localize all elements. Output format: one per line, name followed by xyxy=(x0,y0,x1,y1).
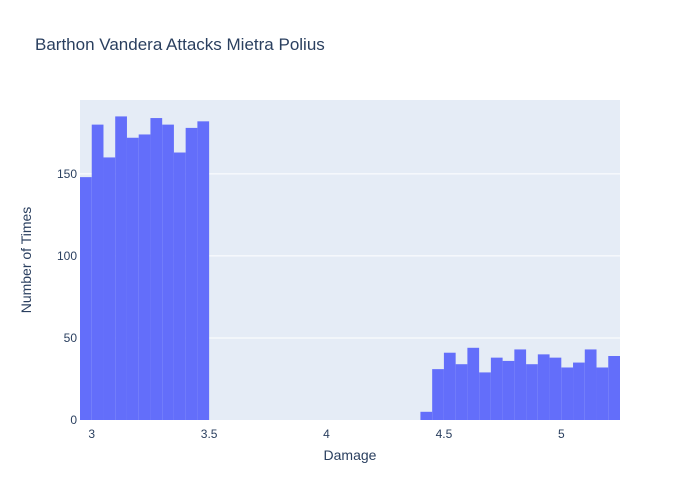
x-tick-label: 3.5 xyxy=(201,427,218,441)
x-tick-label: 4.5 xyxy=(436,427,453,441)
histogram-bar[interactable] xyxy=(490,357,503,420)
bars xyxy=(80,116,620,421)
x-tick-label: 5 xyxy=(558,427,565,441)
histogram-bar[interactable] xyxy=(573,362,585,420)
x-tick-label: 3 xyxy=(88,427,95,441)
histogram-bar[interactable] xyxy=(455,364,468,420)
histogram-bar[interactable] xyxy=(150,118,163,421)
histogram-bar[interactable] xyxy=(467,347,480,420)
y-axis-ticks: 0 50 100 150 xyxy=(57,167,77,427)
y-axis-title: Number of Times xyxy=(18,207,34,314)
histogram-bar[interactable] xyxy=(126,137,139,420)
x-axis-ticks: 3 3.5 4 4.5 5 xyxy=(88,427,565,441)
histogram-bar[interactable] xyxy=(432,369,444,420)
x-axis-title: Damage xyxy=(324,447,377,463)
y-tick-label: 100 xyxy=(57,249,77,263)
histogram-bar[interactable] xyxy=(173,152,186,420)
histogram-bar[interactable] xyxy=(80,177,92,420)
histogram-bar[interactable] xyxy=(162,124,174,420)
histogram-bar[interactable] xyxy=(91,124,104,420)
histogram-bar[interactable] xyxy=(420,411,433,420)
histogram-bar[interactable] xyxy=(608,356,620,420)
histogram-bar[interactable] xyxy=(185,127,198,421)
histogram-bar[interactable] xyxy=(138,134,151,420)
x-tick-label: 4 xyxy=(323,427,330,441)
chart-title: Barthon Vandera Attacks Mietra Polius xyxy=(35,35,325,54)
histogram-bar[interactable] xyxy=(197,121,210,420)
histogram-bar[interactable] xyxy=(561,367,574,420)
histogram-bar[interactable] xyxy=(115,116,127,421)
histogram-bar[interactable] xyxy=(514,349,527,420)
y-tick-label: 50 xyxy=(64,331,78,345)
histogram-bar[interactable] xyxy=(596,367,609,420)
histogram-bar[interactable] xyxy=(526,364,538,420)
histogram-bar[interactable] xyxy=(479,372,491,420)
y-tick-label: 150 xyxy=(57,167,77,181)
histogram-bar[interactable] xyxy=(443,352,456,420)
y-tick-label: 0 xyxy=(70,413,77,427)
histogram-bar[interactable] xyxy=(584,349,597,420)
histogram-bar[interactable] xyxy=(103,157,116,420)
histogram-bar[interactable] xyxy=(549,357,562,420)
histogram-bar[interactable] xyxy=(502,360,515,420)
histogram-bar[interactable] xyxy=(537,354,550,420)
